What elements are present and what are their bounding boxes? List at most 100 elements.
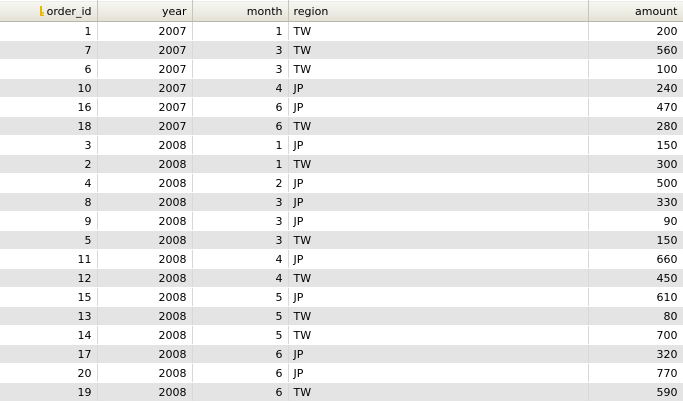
cell-order-id[interactable]: 4 (0, 173, 98, 193)
cell-order-id[interactable]: 15 (0, 287, 98, 307)
cell-region[interactable]: TW (288, 325, 589, 345)
cell-order-id[interactable]: 18 (0, 116, 98, 136)
table-row[interactable]: 3 2008 1 JP 150 (0, 135, 683, 155)
cell-order-id[interactable]: 8 (0, 192, 98, 212)
column-header-year[interactable]: year (97, 0, 193, 22)
cell-region[interactable]: JP (288, 173, 589, 193)
table-row[interactable]: 20 2008 6 JP 770 (0, 363, 683, 383)
column-header-amount[interactable]: amount (588, 0, 683, 22)
cell-amount[interactable]: 590 (588, 382, 683, 402)
table-row[interactable]: 18 2007 6 TW 280 (0, 116, 683, 136)
cell-year[interactable]: 2008 (97, 135, 193, 155)
column-header-region[interactable]: region (288, 0, 589, 22)
table-row[interactable]: 15 2008 5 JP 610 (0, 287, 683, 307)
cell-amount[interactable]: 330 (588, 192, 683, 212)
cell-month[interactable]: 3 (192, 211, 289, 231)
cell-month[interactable]: 3 (192, 192, 289, 212)
cell-order-id[interactable]: 14 (0, 325, 98, 345)
cell-month[interactable]: 4 (192, 268, 289, 288)
cell-amount[interactable]: 470 (588, 97, 683, 117)
cell-region[interactable]: JP (288, 97, 589, 117)
cell-year[interactable]: 2008 (97, 230, 193, 250)
cell-order-id[interactable]: 5 (0, 230, 98, 250)
cell-month[interactable]: 3 (192, 230, 289, 250)
cell-amount[interactable]: 450 (588, 268, 683, 288)
cell-month[interactable]: 6 (192, 382, 289, 402)
cell-region[interactable]: TW (288, 40, 589, 60)
cell-year[interactable]: 2008 (97, 325, 193, 345)
table-row[interactable]: 2 2008 1 TW 300 (0, 154, 683, 174)
cell-region[interactable]: TW (288, 154, 589, 174)
cell-year[interactable]: 2008 (97, 363, 193, 383)
cell-amount[interactable]: 300 (588, 154, 683, 174)
table-row[interactable]: 14 2008 5 TW 700 (0, 325, 683, 345)
table-row[interactable]: 19 2008 6 TW 590 (0, 382, 683, 402)
cell-year[interactable]: 2007 (97, 97, 193, 117)
cell-year[interactable]: 2008 (97, 268, 193, 288)
cell-month[interactable]: 5 (192, 287, 289, 307)
cell-amount[interactable]: 240 (588, 78, 683, 98)
cell-order-id[interactable]: 20 (0, 363, 98, 383)
cell-order-id[interactable]: 11 (0, 249, 98, 269)
cell-year[interactable]: 2008 (97, 249, 193, 269)
table-row[interactable]: 9 2008 3 JP 90 (0, 211, 683, 231)
cell-month[interactable]: 1 (192, 154, 289, 174)
cell-year[interactable]: 2008 (97, 287, 193, 307)
table-row[interactable]: 17 2008 6 JP 320 (0, 344, 683, 364)
cell-amount[interactable]: 100 (588, 59, 683, 79)
cell-region[interactable]: TW (288, 382, 589, 402)
cell-region[interactable]: JP (288, 249, 589, 269)
cell-year[interactable]: 2007 (97, 116, 193, 136)
cell-month[interactable]: 3 (192, 40, 289, 60)
cell-year[interactable]: 2008 (97, 211, 193, 231)
cell-region[interactable]: JP (288, 363, 589, 383)
cell-region[interactable]: TW (288, 59, 589, 79)
table-row[interactable]: 1 2007 1 TW 200 (0, 21, 683, 41)
table-row[interactable]: 16 2007 6 JP 470 (0, 97, 683, 117)
cell-year[interactable]: 2008 (97, 154, 193, 174)
cell-order-id[interactable]: 13 (0, 306, 98, 326)
cell-region[interactable]: JP (288, 344, 589, 364)
cell-amount[interactable]: 80 (588, 306, 683, 326)
cell-month[interactable]: 5 (192, 325, 289, 345)
cell-region[interactable]: TW (288, 21, 589, 41)
cell-amount[interactable]: 560 (588, 40, 683, 60)
cell-region[interactable]: TW (288, 116, 589, 136)
column-header-order-id[interactable]: order_id (0, 0, 98, 22)
cell-year[interactable]: 2007 (97, 21, 193, 41)
cell-month[interactable]: 1 (192, 135, 289, 155)
cell-region[interactable]: JP (288, 78, 589, 98)
cell-region[interactable]: JP (288, 135, 589, 155)
cell-order-id[interactable]: 3 (0, 135, 98, 155)
column-header-month[interactable]: month (192, 0, 289, 22)
cell-year[interactable]: 2008 (97, 382, 193, 402)
cell-amount[interactable]: 320 (588, 344, 683, 364)
cell-amount[interactable]: 150 (588, 135, 683, 155)
cell-order-id[interactable]: 10 (0, 78, 98, 98)
cell-amount[interactable]: 770 (588, 363, 683, 383)
table-row[interactable]: 5 2008 3 TW 150 (0, 230, 683, 250)
cell-order-id[interactable]: 6 (0, 59, 98, 79)
cell-order-id[interactable]: 9 (0, 211, 98, 231)
cell-year[interactable]: 2007 (97, 40, 193, 60)
cell-month[interactable]: 2 (192, 173, 289, 193)
table-row[interactable]: 4 2008 2 JP 500 (0, 173, 683, 193)
cell-order-id[interactable]: 19 (0, 382, 98, 402)
cell-month[interactable]: 1 (192, 21, 289, 41)
cell-order-id[interactable]: 16 (0, 97, 98, 117)
cell-year[interactable]: 2007 (97, 59, 193, 79)
cell-amount[interactable]: 200 (588, 21, 683, 41)
cell-amount[interactable]: 610 (588, 287, 683, 307)
cell-order-id[interactable]: 12 (0, 268, 98, 288)
cell-order-id[interactable]: 1 (0, 21, 98, 41)
cell-month[interactable]: 4 (192, 78, 289, 98)
cell-year[interactable]: 2008 (97, 344, 193, 364)
cell-region[interactable]: JP (288, 192, 589, 212)
cell-region[interactable]: TW (288, 306, 589, 326)
cell-month[interactable]: 3 (192, 59, 289, 79)
table-row[interactable]: 8 2008 3 JP 330 (0, 192, 683, 212)
cell-year[interactable]: 2008 (97, 192, 193, 212)
cell-year[interactable]: 2008 (97, 306, 193, 326)
cell-region[interactable]: JP (288, 287, 589, 307)
table-row[interactable]: 10 2007 4 JP 240 (0, 78, 683, 98)
